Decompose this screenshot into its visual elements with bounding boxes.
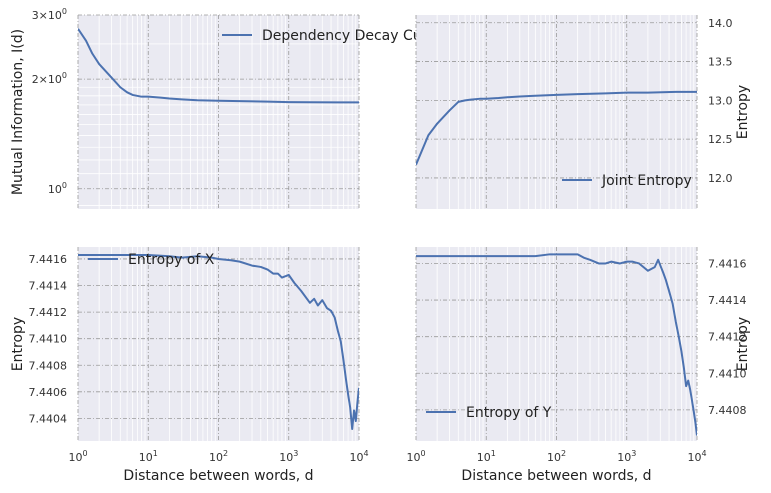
y-tick-label-base: 7.4406 [29,386,68,399]
y-axis-label: Entropy [735,85,751,139]
y-tick-label-base: 13.0 [708,94,733,107]
x-tick-label-exponent: 2 [223,449,228,458]
x-tick-label-base: 10 [406,451,420,464]
series-line [416,253,697,436]
y-tick-label-base: 2×10 [32,73,62,86]
legend: Joint Entropy [562,173,692,189]
y-tick-label-exponent: 0 [62,181,67,190]
y-tick-label-base: 7.4416 [708,257,747,270]
y-tick-label: 14.0 [708,17,733,30]
y-axis-label: Entropy [735,317,751,371]
y-tick-label: 7.4414 [708,294,747,307]
x-tick-label: 100 [68,449,87,464]
y-tick-label-base: 10 [48,183,62,196]
y-tick-label: 13.5 [708,56,733,69]
x-tick-label-exponent: 0 [82,449,87,458]
x-tick-label: 104 [349,449,368,464]
x-tick-label-base: 10 [547,451,561,464]
series-line [416,90,697,166]
y-tick-label-base: 14.0 [708,17,733,30]
y-tick-label: 7.4408 [29,359,68,372]
y-tick-label: 12.0 [708,172,733,185]
x-tick-label-exponent: 4 [701,449,706,458]
y-tick-label: 7.4410 [29,333,68,346]
y-tick-label: 7.4412 [29,306,68,319]
legend-label: Dependency Decay Curve [262,28,444,44]
series-line [78,253,359,431]
x-tick-label: 101 [477,449,496,464]
y-tick-label: 100 [48,181,67,196]
x-tick-label-exponent: 1 [153,449,158,458]
y-tick-label: 12.5 [708,133,733,146]
x-tick-label-base: 10 [687,451,701,464]
x-axis-label: Distance between words, d [461,468,651,484]
y-tick-label: 7.4414 [29,280,68,293]
y-tick-label-base: 7.4410 [29,333,68,346]
y-tick-label: 3×100 [32,7,67,22]
plot-area [78,15,359,209]
x-axis-label: Distance between words, d [123,468,313,484]
x-tick-label-exponent: 2 [561,449,566,458]
y-tick-label: 7.4406 [29,386,68,399]
x-tick-label-base: 10 [617,451,631,464]
x-tick-label: 104 [687,449,706,464]
legend-label: Joint Entropy [601,173,692,189]
y-tick-label: 7.4416 [708,257,747,270]
panel-2: 12.0 12.5 13.0 13.5 14.0 Entropy Joint Entropy [415,15,751,209]
x-tick-label-exponent: 0 [420,449,425,458]
y-tick-label-base: 7.4408 [708,404,747,417]
x-tick-label: 103 [279,449,298,464]
y-tick-label-base: 7.4410 [708,367,747,380]
y-tick-label-exponent: 0 [62,7,67,16]
y-tick-label: 2×100 [32,71,67,86]
y-axis-label: Entropy [10,317,26,371]
legend-label: Entropy of X [128,252,215,268]
x-tick-label-base: 10 [279,451,293,464]
y-tick-label: 7.4412 [708,331,747,344]
y-tick-label-base: 3×10 [32,9,62,22]
y-tick-label-base: 7.4416 [29,253,68,266]
y-tick-label: 7.4404 [29,412,68,425]
y-tick-label-exponent: 0 [62,71,67,80]
legend: Entropy of X [88,252,215,268]
y-axis-label: Mutual Information, I(d) [10,29,26,195]
y-tick-label: 7.4410 [708,367,747,380]
y-tick-label-base: 13.5 [708,56,733,69]
x-tick-label-base: 10 [209,451,223,464]
y-tick-label: 7.4416 [29,253,68,266]
plot-area [416,15,697,209]
x-tick-label: 102 [209,449,228,464]
x-tick-label: 103 [617,449,636,464]
y-tick-label-base: 7.4414 [29,280,68,293]
x-tick-label-base: 10 [139,451,153,464]
x-tick-label: 100 [406,449,425,464]
x-tick-label-base: 10 [477,451,491,464]
x-tick-label-exponent: 1 [491,449,496,458]
y-tick-label-base: 7.4414 [708,294,747,307]
panel-3: 7.4404 7.4406 7.4408 7.4410 7.4412 7.4414 7.44… [10,247,369,484]
x-tick-label: 101 [139,449,158,464]
legend: Dependency Decay Curve [222,28,444,44]
y-tick-label-base: 7.4408 [29,359,68,372]
y-tick-label: 13.0 [708,94,733,107]
series-line [78,28,359,104]
y-tick-label: 7.4408 [708,404,747,417]
x-tick-label-exponent: 3 [293,449,298,458]
x-tick-label: 102 [547,449,566,464]
x-tick-label-base: 10 [68,451,82,464]
y-tick-label-base: 12.0 [708,172,733,185]
y-tick-label-base: 7.4404 [29,412,68,425]
x-tick-label-exponent: 4 [363,449,368,458]
y-tick-label-base: 7.4412 [708,331,747,344]
x-tick-label-exponent: 3 [631,449,636,458]
legend: Entropy of Y [426,405,552,421]
legend-label: Entropy of Y [466,405,552,421]
x-tick-label-base: 10 [349,451,363,464]
y-tick-label-base: 7.4412 [29,306,68,319]
y-tick-label-base: 12.5 [708,133,733,146]
